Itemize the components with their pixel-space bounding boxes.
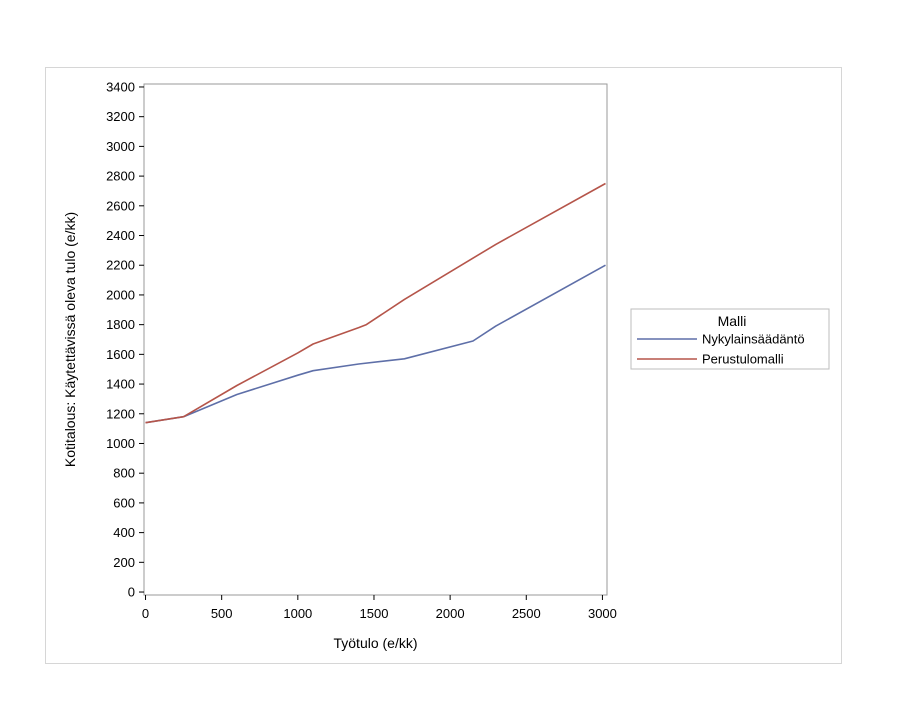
- x-tick-label: 0: [142, 606, 149, 621]
- legend-title: Malli: [718, 313, 747, 329]
- series-line-1: [145, 264, 606, 424]
- y-tick-label: 600: [113, 495, 135, 510]
- series-layer: [145, 182, 606, 424]
- x-tick-label: 500: [211, 606, 233, 621]
- legend-items: Nykylainsäädäntö Perustulomalli: [637, 332, 805, 367]
- y-tick-label: 400: [113, 525, 135, 540]
- y-axis-title: Kotitalous: Käytettävissä oleva tulo (e/…: [62, 212, 78, 467]
- plot-border: [143, 83, 608, 596]
- x-tick-label: 1500: [360, 606, 389, 621]
- x-axis: 0 500 1000 1500 2000 2500 3000: [142, 595, 617, 621]
- y-tick-label: 2400: [106, 228, 135, 243]
- legend-label-2: Perustulomalli: [702, 352, 784, 367]
- y-tick-label: 1000: [106, 436, 135, 451]
- y-tick-label: 3400: [106, 79, 135, 94]
- x-tick-label: 2500: [512, 606, 541, 621]
- y-tick-label: 800: [113, 466, 135, 481]
- y-tick-label: 2000: [106, 287, 135, 302]
- y-axis: 0 200 400 600 800 1000 1200 1400 1600 1800 2000 220…: [106, 79, 144, 600]
- legend: Malli Nykylainsäädäntö Perustulomalli: [630, 308, 830, 370]
- series-line-2: [145, 182, 606, 424]
- x-tick-label: 2000: [436, 606, 465, 621]
- x-tick-label: 3000: [588, 606, 617, 621]
- y-tick-label: 200: [113, 555, 135, 570]
- x-axis-title: Työtulo (e/kk): [333, 635, 417, 651]
- legend-label-1: Nykylainsäädäntö: [702, 332, 805, 347]
- y-tick-label: 2800: [106, 169, 135, 184]
- x-tick-label: 1000: [283, 606, 312, 621]
- y-tick-label: 2600: [106, 198, 135, 213]
- y-tick-label: 1600: [106, 347, 135, 362]
- y-tick-label: 1400: [106, 377, 135, 392]
- plot-area: [143, 83, 608, 596]
- y-tick-label: 1800: [106, 317, 135, 332]
- y-tick-label: 3200: [106, 109, 135, 124]
- chart-frame: [45, 67, 842, 664]
- y-tick-label: 3000: [106, 139, 135, 154]
- y-tick-label: 0: [128, 585, 135, 600]
- y-tick-label: 1200: [106, 406, 135, 421]
- y-tick-label: 2200: [106, 258, 135, 273]
